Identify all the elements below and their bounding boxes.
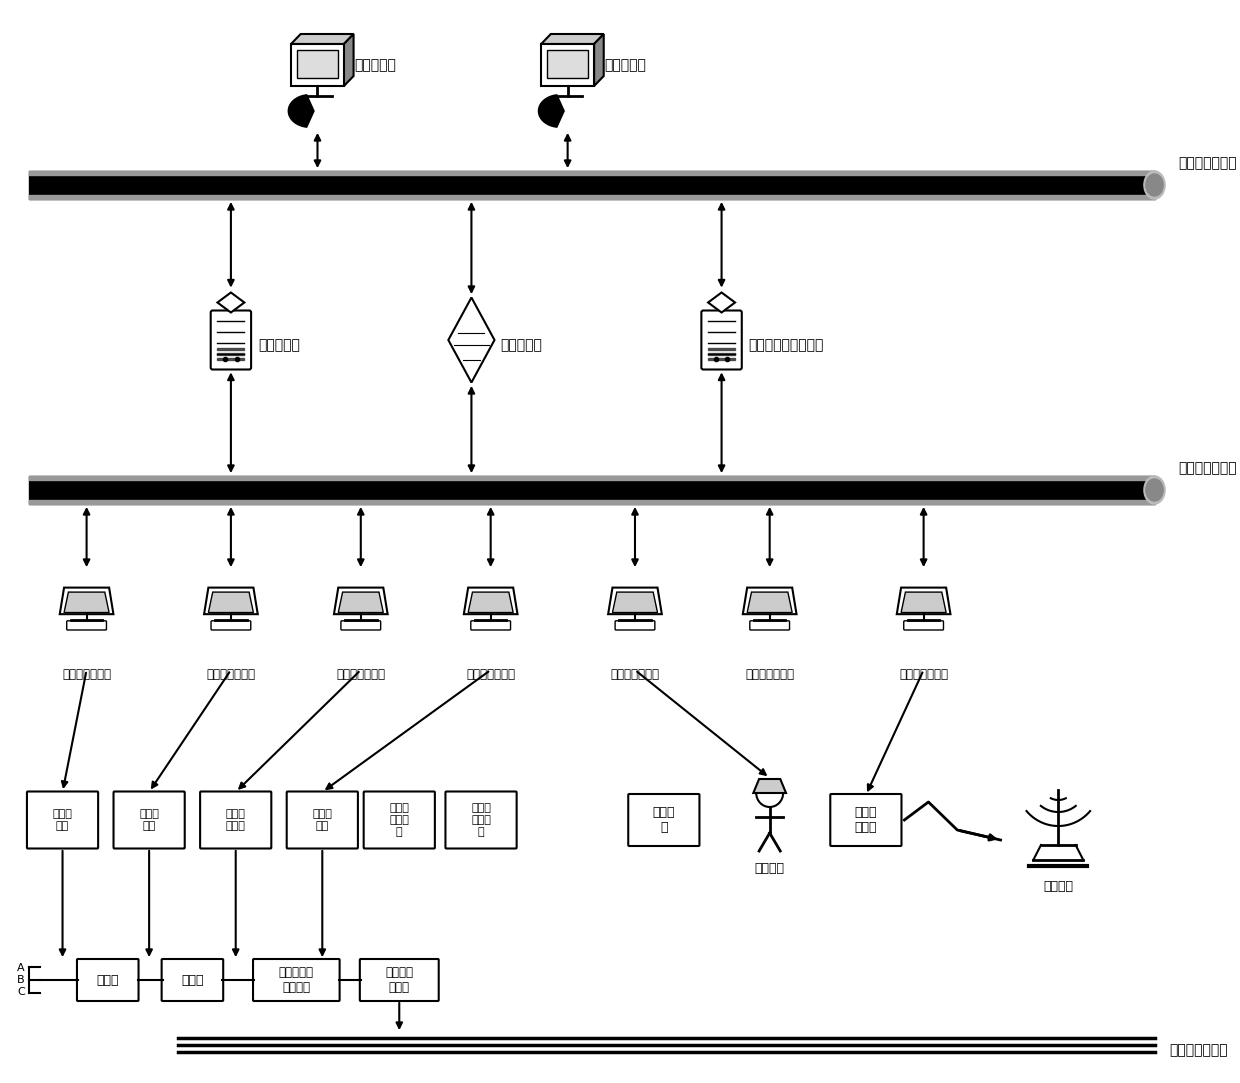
Text: 第一监测工作站: 第一监测工作站 [62, 668, 112, 681]
Text: 安全头
盔: 安全头 盔 [652, 806, 675, 834]
Text: 第四监测工作站: 第四监测工作站 [466, 668, 515, 681]
Polygon shape [217, 292, 244, 313]
Text: 振动监
测器: 振动监 测器 [52, 809, 72, 831]
FancyBboxPatch shape [286, 792, 358, 848]
FancyBboxPatch shape [629, 794, 699, 846]
Polygon shape [205, 588, 258, 614]
Text: 放电监
测器: 放电监 测器 [312, 809, 332, 831]
Text: 电压电
流监测
器: 电压电 流监测 器 [471, 804, 491, 836]
Text: 变压器: 变压器 [97, 974, 119, 987]
Ellipse shape [1146, 174, 1163, 196]
Polygon shape [743, 588, 796, 614]
Polygon shape [748, 592, 792, 613]
Ellipse shape [1146, 479, 1163, 501]
Text: 数据服务器: 数据服务器 [500, 338, 542, 352]
Polygon shape [60, 588, 113, 614]
Text: 通信基站: 通信基站 [1043, 880, 1074, 893]
Polygon shape [64, 592, 109, 613]
Text: 气体绝缘开
关设备线: 气体绝缘开 关设备线 [279, 966, 314, 994]
Polygon shape [208, 592, 253, 613]
FancyBboxPatch shape [211, 621, 250, 630]
Polygon shape [343, 34, 353, 86]
FancyBboxPatch shape [831, 794, 901, 846]
Text: 色谱监
测器: 色谱监 测器 [139, 809, 159, 831]
FancyBboxPatch shape [702, 311, 742, 369]
Polygon shape [754, 779, 786, 793]
FancyBboxPatch shape [161, 960, 223, 1001]
Polygon shape [291, 44, 343, 86]
Polygon shape [464, 588, 517, 614]
Text: 管理客户端: 管理客户端 [604, 58, 646, 71]
Ellipse shape [1145, 477, 1166, 504]
FancyBboxPatch shape [360, 960, 439, 1001]
Polygon shape [613, 592, 657, 613]
Text: 第六监测工作站: 第六监测工作站 [745, 668, 794, 681]
Polygon shape [608, 588, 662, 614]
Polygon shape [541, 44, 594, 86]
Polygon shape [289, 95, 314, 127]
FancyBboxPatch shape [200, 792, 272, 848]
Text: 巡检人员: 巡检人员 [755, 862, 785, 875]
FancyBboxPatch shape [67, 621, 107, 630]
Circle shape [756, 779, 784, 807]
Text: 第二级数据总线: 第二级数据总线 [1178, 461, 1238, 475]
Text: 三相电力
传输线: 三相电力 传输线 [386, 966, 413, 994]
Polygon shape [594, 34, 604, 86]
FancyBboxPatch shape [253, 960, 340, 1001]
Text: 应用服务器: 应用服务器 [258, 338, 300, 352]
Text: 第七监测工作站: 第七监测工作站 [899, 668, 949, 681]
Polygon shape [547, 50, 588, 78]
Polygon shape [708, 292, 735, 313]
Polygon shape [897, 588, 950, 614]
FancyBboxPatch shape [211, 311, 252, 369]
FancyBboxPatch shape [114, 792, 185, 848]
Polygon shape [296, 50, 339, 78]
Text: 水含量
监测器: 水含量 监测器 [226, 809, 246, 831]
Text: 第三监测工作站: 第三监测工作站 [336, 668, 386, 681]
FancyBboxPatch shape [77, 960, 139, 1001]
FancyBboxPatch shape [904, 621, 944, 630]
Polygon shape [339, 592, 383, 613]
Text: 第二监测工作站: 第二监测工作站 [206, 668, 255, 681]
FancyBboxPatch shape [363, 792, 435, 848]
Polygon shape [449, 298, 495, 382]
Text: 三相电力传输线: 三相电力传输线 [1169, 1043, 1228, 1057]
FancyBboxPatch shape [27, 792, 98, 848]
Text: A
B
C: A B C [17, 964, 25, 996]
FancyBboxPatch shape [750, 621, 790, 630]
Polygon shape [334, 588, 388, 614]
Text: 第五监测工作站: 第五监测工作站 [610, 668, 660, 681]
Ellipse shape [1145, 171, 1166, 199]
FancyBboxPatch shape [445, 792, 517, 848]
Polygon shape [469, 592, 513, 613]
Text: 断路器: 断路器 [181, 974, 203, 987]
Text: 网络状态监控服务器: 网络状态监控服务器 [749, 338, 823, 352]
Text: 第一级数据总线: 第一级数据总线 [1178, 156, 1238, 170]
FancyBboxPatch shape [341, 621, 381, 630]
Polygon shape [291, 34, 353, 44]
Polygon shape [541, 34, 604, 44]
Text: 监测客户端: 监测客户端 [355, 58, 396, 71]
Polygon shape [538, 95, 564, 127]
FancyBboxPatch shape [615, 621, 655, 630]
FancyBboxPatch shape [471, 621, 511, 630]
Text: 无线通
讯终端: 无线通 讯终端 [854, 806, 877, 834]
Polygon shape [901, 592, 946, 613]
Text: 气体密
度监测
器: 气体密 度监测 器 [389, 804, 409, 836]
